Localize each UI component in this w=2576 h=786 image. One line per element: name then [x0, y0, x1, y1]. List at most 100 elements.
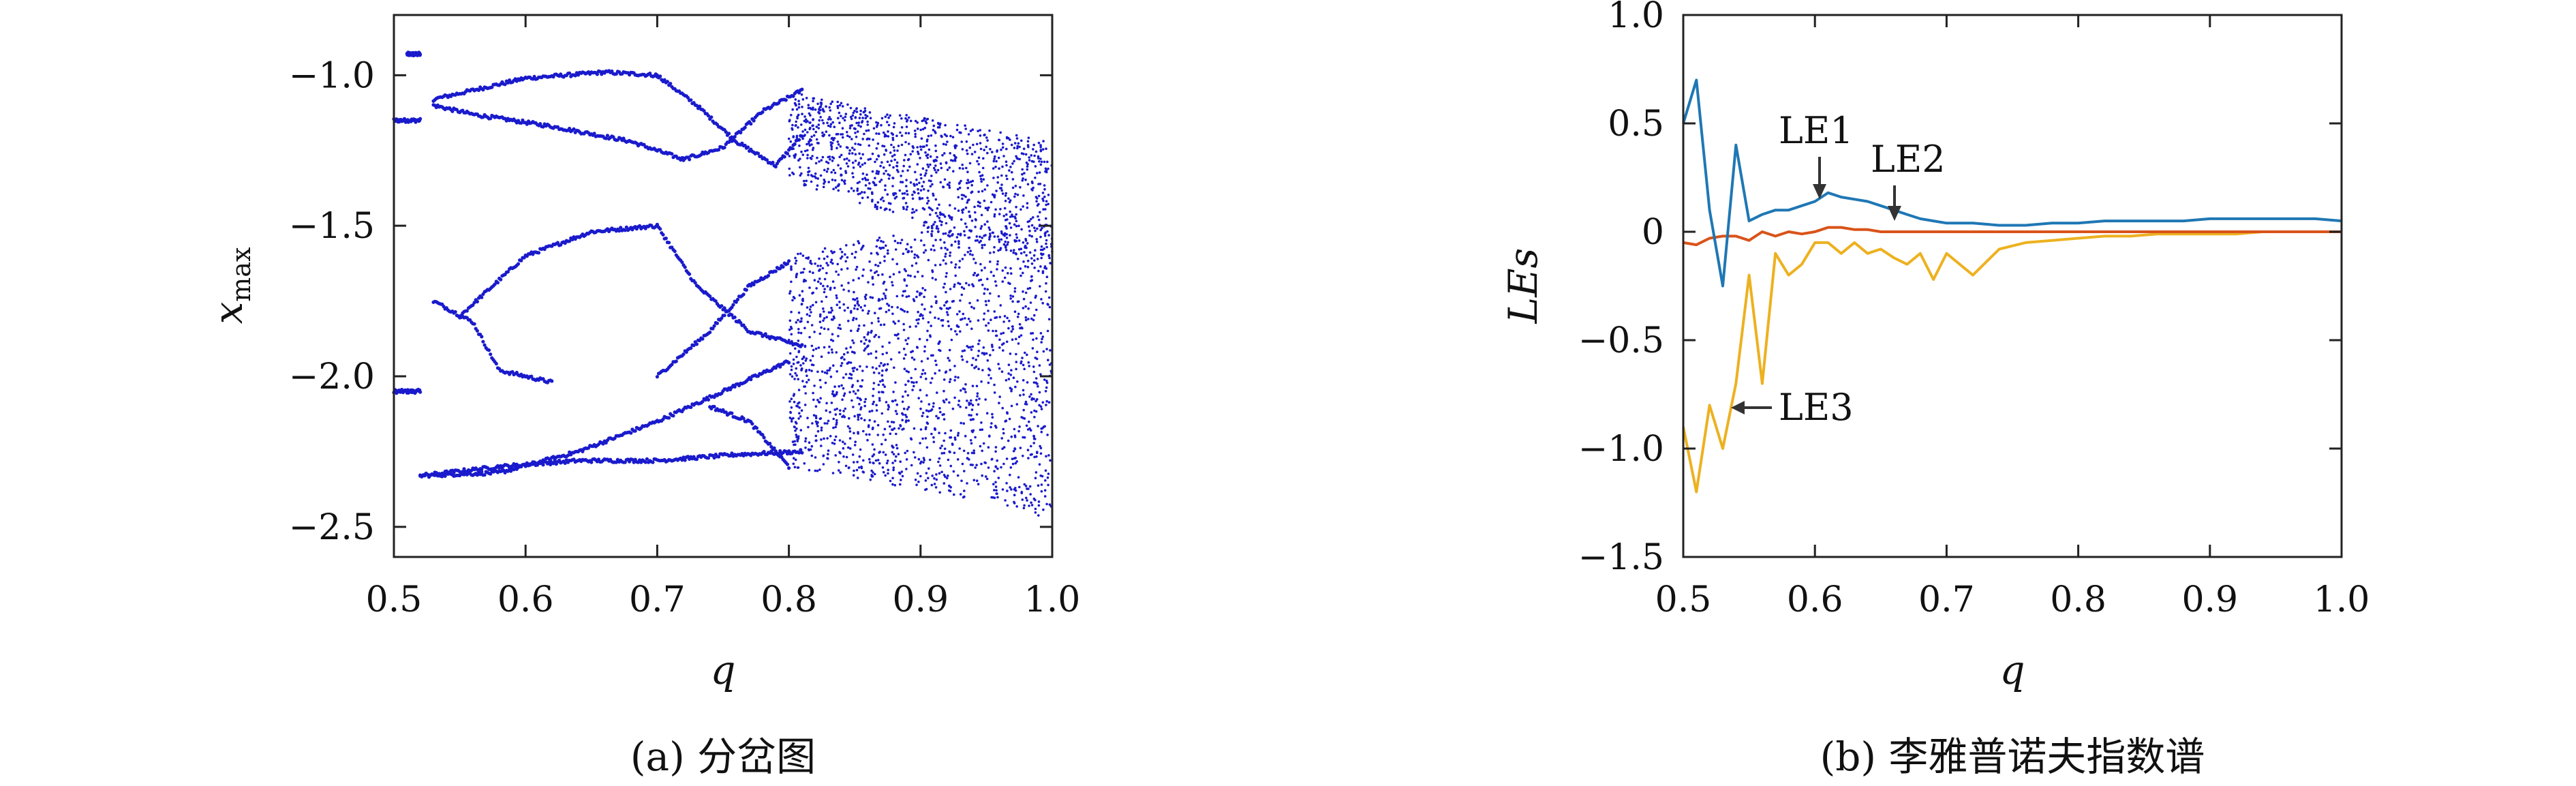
bifurcation-point [629, 431, 633, 435]
bifurcation-point [867, 424, 870, 427]
bifurcation-point [868, 461, 872, 464]
bifurcation-point [831, 262, 834, 265]
bifurcation-point [964, 317, 966, 320]
bifurcation-point [937, 417, 940, 419]
bifurcation-point [904, 339, 907, 342]
bifurcation-point [828, 116, 831, 119]
bifurcation-point [812, 303, 814, 307]
bifurcation-point [1017, 476, 1020, 479]
bifurcation-point [797, 318, 799, 322]
bifurcation-point [840, 133, 842, 136]
bifurcation-point [942, 232, 945, 235]
bifurcation-point [782, 155, 786, 159]
bifurcation-point [840, 362, 844, 365]
bifurcation-point [870, 469, 873, 472]
panel-a-plot-frame [393, 14, 1054, 558]
bifurcation-point [1010, 330, 1013, 333]
bifurcation-point [925, 144, 928, 147]
bifurcation-point [934, 295, 937, 299]
bifurcation-point [1009, 294, 1012, 297]
bifurcation-point [905, 458, 908, 461]
bifurcation-point [1035, 308, 1038, 312]
bifurcation-point [848, 437, 852, 440]
bifurcation-point [968, 414, 970, 417]
bifurcation-point [811, 292, 814, 295]
bifurcation-point [855, 121, 858, 125]
bifurcation-point [1009, 250, 1013, 252]
bifurcation-point [848, 417, 850, 420]
bifurcation-point [880, 123, 883, 127]
bifurcation-point [1045, 404, 1047, 406]
bifurcation-point [1004, 499, 1007, 502]
bifurcation-point [702, 109, 706, 113]
bifurcation-point [979, 239, 982, 243]
bifurcation-point [808, 286, 811, 289]
bifurcation-point [871, 443, 874, 446]
bifurcation-point [1006, 316, 1009, 320]
bifurcation-point [864, 117, 868, 120]
bifurcation-point [1005, 482, 1008, 485]
bifurcation-point [989, 260, 992, 263]
bifurcation-point [1028, 485, 1032, 488]
bifurcation-point [821, 131, 824, 134]
bifurcation-point [926, 196, 929, 200]
bifurcation-point [947, 324, 950, 328]
bifurcation-point [614, 460, 618, 464]
bifurcation-point [842, 455, 845, 458]
bifurcation-point [845, 455, 848, 459]
bifurcation-point [966, 179, 970, 182]
bifurcation-point [892, 446, 895, 449]
bifurcation-point [841, 415, 844, 419]
bifurcation-point [850, 252, 854, 256]
bifurcation-point [829, 375, 833, 378]
bifurcation-point [1039, 235, 1042, 239]
bifurcation-point [1032, 186, 1034, 190]
bifurcation-point [808, 170, 811, 173]
bifurcation-point [875, 367, 878, 370]
bifurcation-point [886, 121, 889, 123]
bifurcation-point [913, 183, 915, 185]
bifurcation-point [730, 313, 734, 317]
bifurcation-point [936, 225, 938, 228]
bifurcation-point [905, 125, 908, 128]
bifurcation-point [731, 303, 735, 307]
bifurcation-point [963, 388, 966, 391]
bifurcation-point [871, 475, 874, 478]
bifurcation-point [1005, 213, 1008, 216]
bifurcation-point [804, 118, 808, 121]
bifurcation-point [814, 434, 818, 438]
bifurcation-point [821, 98, 823, 102]
bifurcation-point [832, 315, 835, 318]
bifurcation-point [898, 351, 901, 354]
bifurcation-point [789, 290, 792, 293]
bifurcation-point [863, 400, 866, 404]
bifurcation-point [986, 288, 989, 291]
bifurcation-point [917, 256, 920, 259]
bifurcation-point [946, 248, 949, 252]
bifurcation-point [892, 273, 895, 276]
bifurcation-point [800, 134, 804, 138]
bifurcation-point [730, 305, 734, 309]
bifurcation-point [990, 425, 992, 429]
bifurcation-point [844, 260, 847, 263]
bifurcation-point [878, 237, 881, 239]
bifurcation-point [927, 166, 930, 168]
bifurcation-point [796, 361, 799, 364]
bifurcation-point [1008, 417, 1011, 421]
bifurcation-point [953, 160, 957, 162]
bifurcation-point [872, 283, 874, 286]
bifurcation-point [961, 211, 964, 214]
bifurcation-point [910, 264, 914, 267]
bifurcation-point [856, 396, 859, 399]
bifurcation-point [889, 425, 891, 428]
bifurcation-point [979, 147, 983, 151]
bifurcation-point [909, 274, 912, 277]
bifurcation-point [1047, 296, 1051, 299]
bifurcation-point [1026, 206, 1029, 209]
bifurcation-point [835, 370, 838, 373]
bifurcation-point [829, 102, 832, 106]
bifurcation-point [791, 123, 794, 127]
bifurcation-point [879, 247, 883, 250]
bifurcation-point [856, 189, 859, 192]
bifurcation-point [850, 187, 853, 190]
